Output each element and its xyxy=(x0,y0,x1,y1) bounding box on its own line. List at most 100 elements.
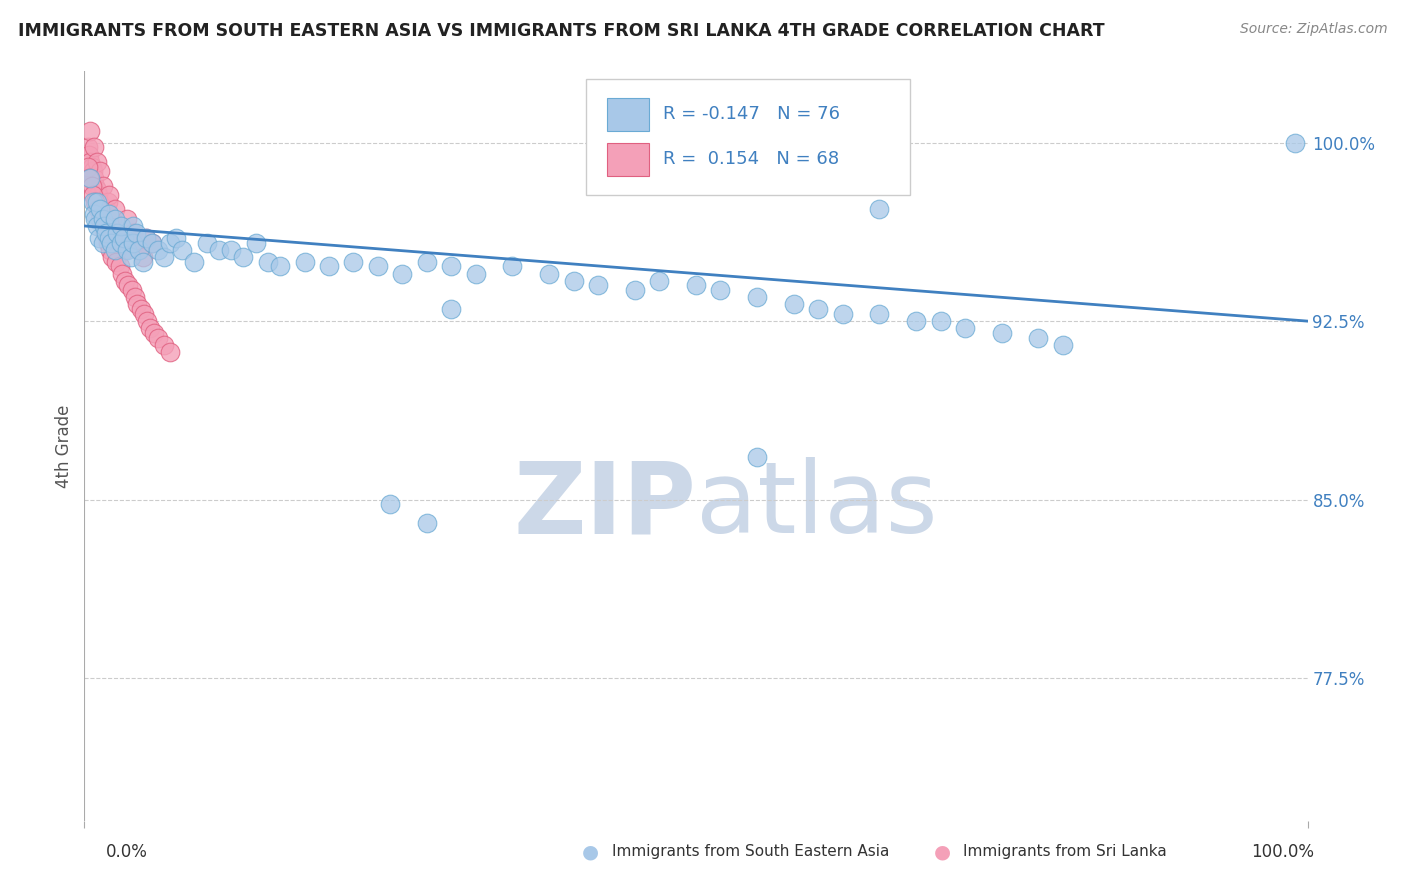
Point xyxy=(79,154,101,169)
Point xyxy=(101,250,124,264)
Text: Source: ZipAtlas.com: Source: ZipAtlas.com xyxy=(1240,22,1388,37)
Point xyxy=(77,171,100,186)
Text: 0.0%: 0.0% xyxy=(105,843,148,861)
Text: ●: ● xyxy=(582,842,599,862)
Point xyxy=(111,267,134,281)
Point xyxy=(120,250,142,264)
Point xyxy=(104,211,127,226)
Point xyxy=(135,231,157,245)
Point xyxy=(93,219,115,233)
Point xyxy=(91,207,114,221)
Point xyxy=(87,231,110,245)
Point xyxy=(146,331,169,345)
Point xyxy=(129,302,152,317)
Point xyxy=(101,211,124,226)
Point xyxy=(991,326,1014,340)
Point xyxy=(929,314,952,328)
Point xyxy=(89,202,111,217)
Point xyxy=(1052,338,1074,352)
Point xyxy=(90,202,112,217)
Point xyxy=(105,243,128,257)
Point xyxy=(77,147,100,161)
Text: ZIP: ZIP xyxy=(513,458,696,555)
Point xyxy=(97,207,120,221)
Point xyxy=(391,267,413,281)
Point xyxy=(562,274,585,288)
Point xyxy=(416,516,439,531)
Point xyxy=(153,338,176,352)
Point xyxy=(87,188,110,202)
Point xyxy=(84,195,107,210)
Point xyxy=(87,202,110,217)
Point xyxy=(91,235,114,250)
Point xyxy=(93,219,115,233)
Point xyxy=(82,188,104,202)
Point xyxy=(96,219,118,233)
Point xyxy=(98,231,121,245)
Point xyxy=(104,243,127,257)
Point xyxy=(159,345,181,359)
Point xyxy=(624,283,647,297)
Point xyxy=(96,202,118,217)
Point xyxy=(110,235,132,250)
Point xyxy=(115,211,138,226)
Point xyxy=(685,278,707,293)
Point xyxy=(104,202,127,217)
Point xyxy=(953,321,976,335)
Point xyxy=(257,254,280,268)
Point xyxy=(80,178,103,193)
Y-axis label: 4th Grade: 4th Grade xyxy=(55,404,73,488)
Point xyxy=(132,254,155,268)
FancyBboxPatch shape xyxy=(586,78,910,195)
Point xyxy=(100,235,122,250)
Point xyxy=(807,302,830,317)
Point xyxy=(245,235,267,250)
Text: 100.0%: 100.0% xyxy=(1251,843,1315,861)
Text: ●: ● xyxy=(934,842,950,862)
Point xyxy=(93,211,115,226)
Point xyxy=(91,178,114,193)
Point xyxy=(94,226,117,240)
Point xyxy=(831,307,853,321)
Text: atlas: atlas xyxy=(696,458,938,555)
Point xyxy=(122,226,145,240)
Text: Immigrants from Sri Lanka: Immigrants from Sri Lanka xyxy=(963,845,1167,859)
Point xyxy=(89,164,111,178)
Point xyxy=(82,164,104,178)
Point xyxy=(869,202,891,217)
Point xyxy=(91,211,114,226)
Point xyxy=(80,160,103,174)
Point xyxy=(464,267,486,281)
Point xyxy=(86,183,108,197)
Point xyxy=(97,235,120,250)
Point xyxy=(141,235,163,250)
Point xyxy=(128,243,150,257)
Point xyxy=(86,219,108,233)
Text: R = -0.147   N = 76: R = -0.147 N = 76 xyxy=(664,105,839,123)
Point xyxy=(110,235,132,250)
Point xyxy=(172,243,194,257)
Bar xyxy=(606,97,650,131)
Point xyxy=(1028,331,1050,345)
Point xyxy=(87,195,110,210)
Point xyxy=(107,231,129,245)
Point xyxy=(97,195,120,210)
Point xyxy=(747,450,769,464)
Point xyxy=(120,231,142,245)
Point xyxy=(219,243,242,257)
Point xyxy=(159,235,181,250)
Point xyxy=(83,140,105,154)
Point xyxy=(783,297,806,311)
Point xyxy=(82,195,104,210)
Point xyxy=(110,219,132,233)
Point xyxy=(232,250,254,264)
Point xyxy=(105,254,128,268)
Point xyxy=(134,307,156,321)
Point xyxy=(100,235,122,250)
Point xyxy=(121,283,143,297)
Point xyxy=(367,260,389,274)
Point xyxy=(135,231,157,245)
Point xyxy=(77,160,100,174)
Point xyxy=(709,283,731,297)
Point xyxy=(1284,136,1306,150)
